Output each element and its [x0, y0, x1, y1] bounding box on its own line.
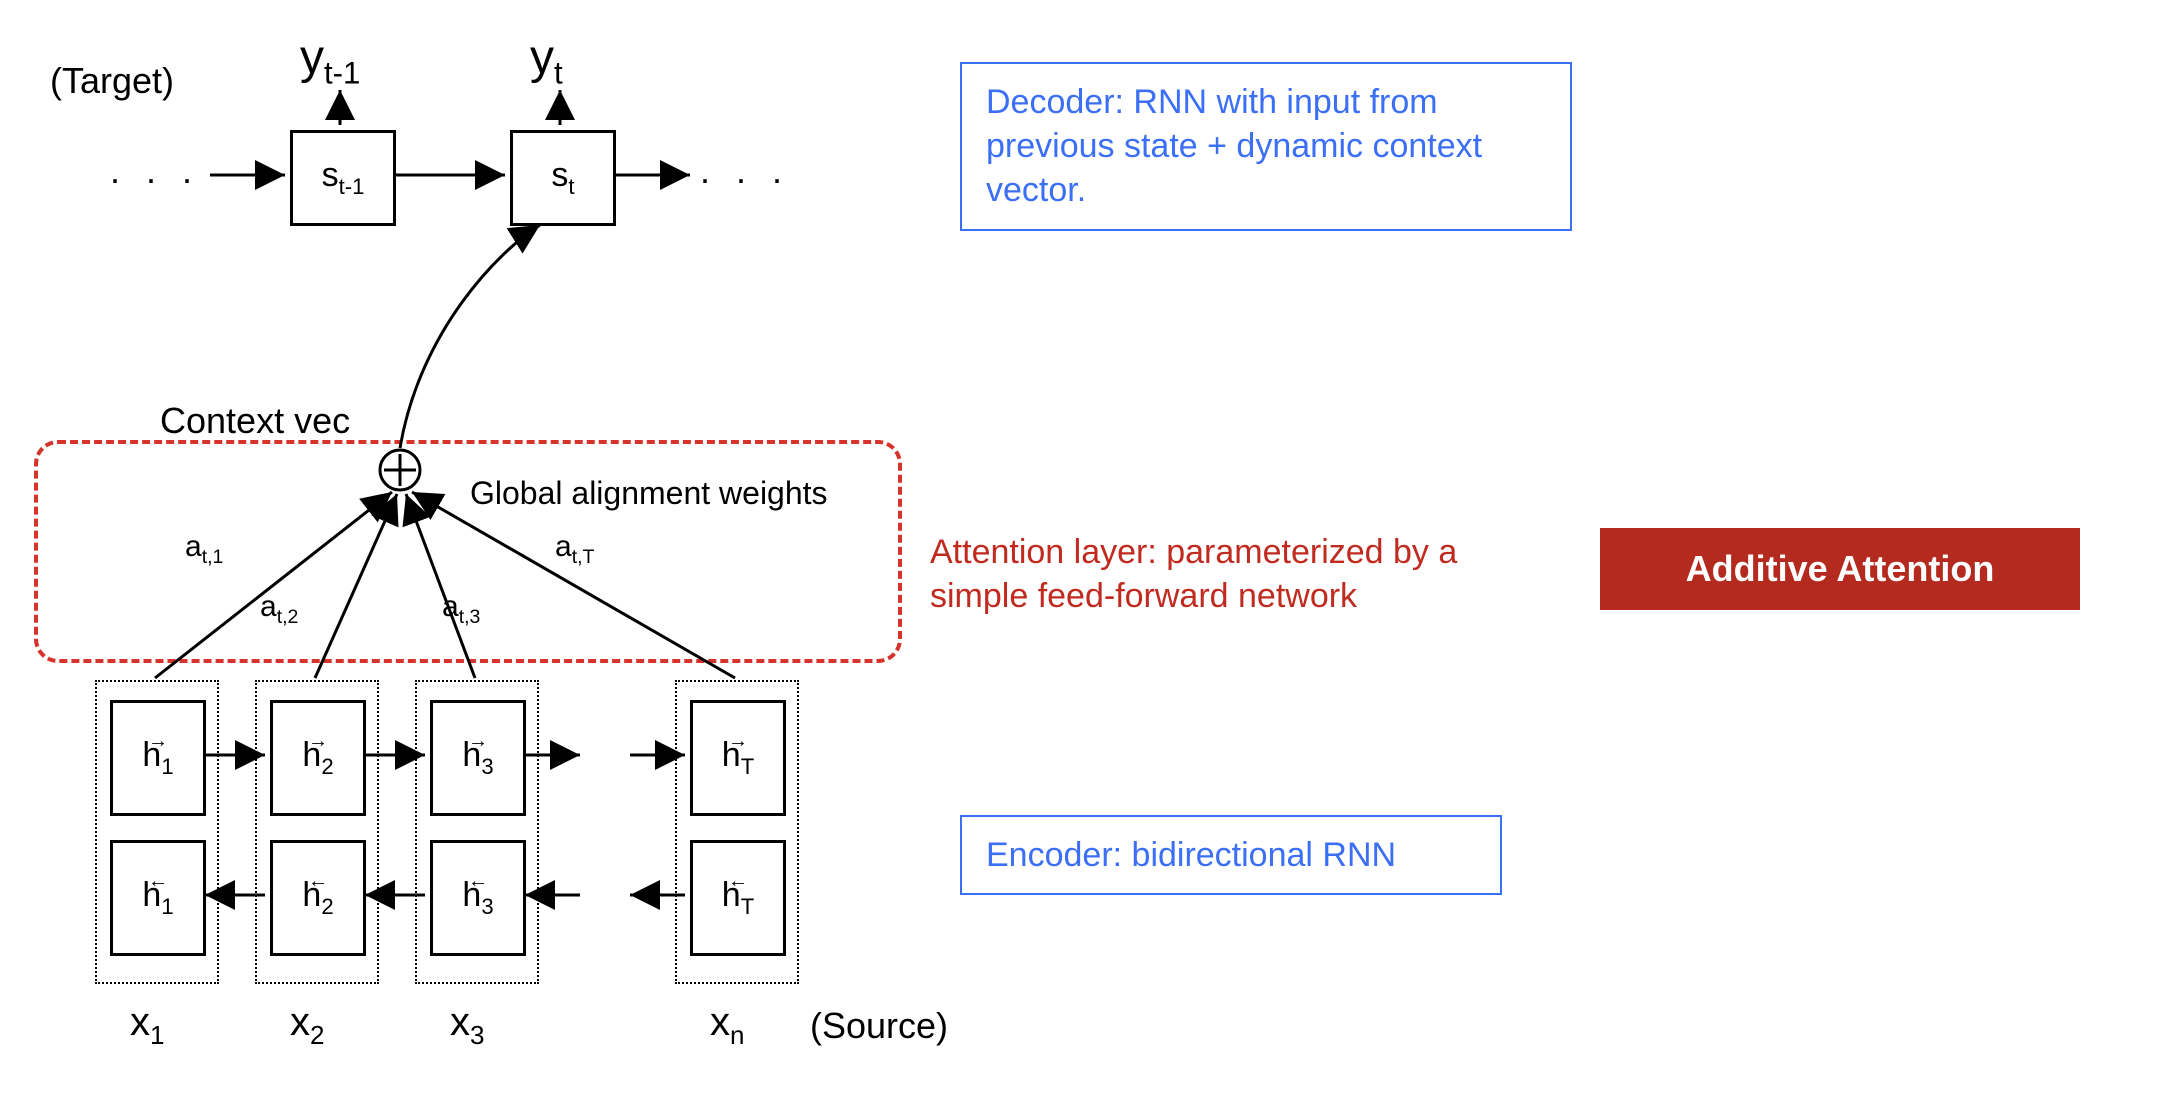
arrow-right-icon: →: [468, 730, 488, 753]
a-tT-base: a: [555, 530, 572, 563]
global-alignment-label: Global alignment weights: [470, 475, 828, 512]
context-vec-text: Context vec: [160, 400, 350, 441]
decoder-callout: Decoder: RNN with input from previous st…: [960, 62, 1572, 231]
a-t1-base: a: [185, 530, 202, 563]
source-text: (Source): [810, 1005, 948, 1046]
y-t-sub: t: [554, 56, 563, 91]
y-t-label: yt: [530, 30, 563, 92]
h2b-sub: 2: [321, 894, 333, 919]
h2-fwd: → h2: [270, 700, 366, 816]
h2f-sub: 2: [321, 754, 333, 779]
x2-sub: 2: [310, 1020, 324, 1050]
h1f-sub: 1: [161, 754, 173, 779]
state-s-t: st: [510, 130, 616, 226]
dots-right-text: . . .: [700, 150, 790, 191]
context-vec-label: Context vec: [160, 400, 350, 442]
arrow-left-icon: ←: [728, 870, 748, 893]
hT-fwd: → hT: [690, 700, 786, 816]
target-text: (Target): [50, 60, 174, 101]
h3-bwd: ← h3: [430, 840, 526, 956]
a-tT-label: at,T: [555, 530, 594, 569]
x1-label: x1: [130, 1000, 164, 1051]
x2-base: x: [290, 1000, 310, 1044]
s-tm1-base: s: [322, 156, 339, 194]
y-tm1-base: y: [300, 31, 324, 84]
a-t1-sub: t,1: [202, 546, 224, 568]
x1-base: x: [130, 1000, 150, 1044]
xn-base: x: [710, 1000, 730, 1044]
global-alignment-text: Global alignment weights: [470, 475, 828, 511]
a-t2-label: at,2: [260, 590, 298, 629]
hTf-sub: T: [741, 754, 755, 779]
x1-sub: 1: [150, 1020, 164, 1050]
s-tm1-sub: t-1: [339, 174, 365, 199]
arrow-left-icon: ←: [308, 870, 328, 893]
state-s-tm1: st-1: [290, 130, 396, 226]
x3-label: x3: [450, 1000, 484, 1051]
a-t2-sub: t,2: [277, 606, 299, 628]
encoder-callout: Encoder: bidirectional RNN: [960, 815, 1502, 895]
dots-left: . . .: [110, 150, 200, 192]
s-t-base: s: [551, 156, 568, 194]
attention-callout: Attention layer: parameterized by a simp…: [930, 530, 1530, 618]
arrow-right-icon: →: [148, 730, 168, 753]
target-label: (Target): [50, 60, 174, 102]
a-t3-label: at,3: [442, 590, 480, 629]
a-t3-sub: t,3: [459, 606, 481, 628]
a-t1-label: at,1: [185, 530, 223, 569]
x3-base: x: [450, 1000, 470, 1044]
xn-label: xn: [710, 1000, 744, 1051]
a-tT-sub: t,T: [572, 546, 595, 568]
hT-bwd: ← hT: [690, 840, 786, 956]
arrow-right-icon: →: [308, 730, 328, 753]
attention-callout-text: Attention layer: parameterized by a simp…: [930, 533, 1457, 615]
a-t3-base: a: [442, 590, 459, 623]
decoder-callout-text: Decoder: RNN with input from previous st…: [986, 83, 1482, 209]
attention-dashed-box: [34, 440, 902, 663]
banner-text: Additive Attention: [1686, 548, 1995, 589]
h3b-sub: 3: [481, 894, 493, 919]
y-t-base: y: [530, 31, 554, 84]
y-tm1-sub: t-1: [324, 56, 360, 91]
arrow-left-icon: ←: [148, 870, 168, 893]
hTb-sub: T: [741, 894, 755, 919]
xn-sub: n: [730, 1020, 744, 1050]
y-tm1-label: yt-1: [300, 30, 360, 92]
source-label: (Source): [810, 1005, 948, 1047]
arrow-left-icon: ←: [468, 870, 488, 893]
additive-attention-banner: Additive Attention: [1600, 528, 2080, 610]
h3f-sub: 3: [481, 754, 493, 779]
s-t-sub: t: [568, 174, 574, 199]
h1-fwd: → h1: [110, 700, 206, 816]
h1-bwd: ← h1: [110, 840, 206, 956]
encoder-callout-text: Encoder: bidirectional RNN: [986, 836, 1396, 874]
arrow-right-icon: →: [728, 730, 748, 753]
x3-sub: 3: [470, 1020, 484, 1050]
dots-left-text: . . .: [110, 150, 200, 191]
sum-node-icon: [378, 448, 422, 492]
h3-fwd: → h3: [430, 700, 526, 816]
dots-right: . . .: [700, 150, 790, 192]
h1b-sub: 1: [161, 894, 173, 919]
a-t2-base: a: [260, 590, 277, 623]
h2-bwd: ← h2: [270, 840, 366, 956]
x2-label: x2: [290, 1000, 324, 1051]
